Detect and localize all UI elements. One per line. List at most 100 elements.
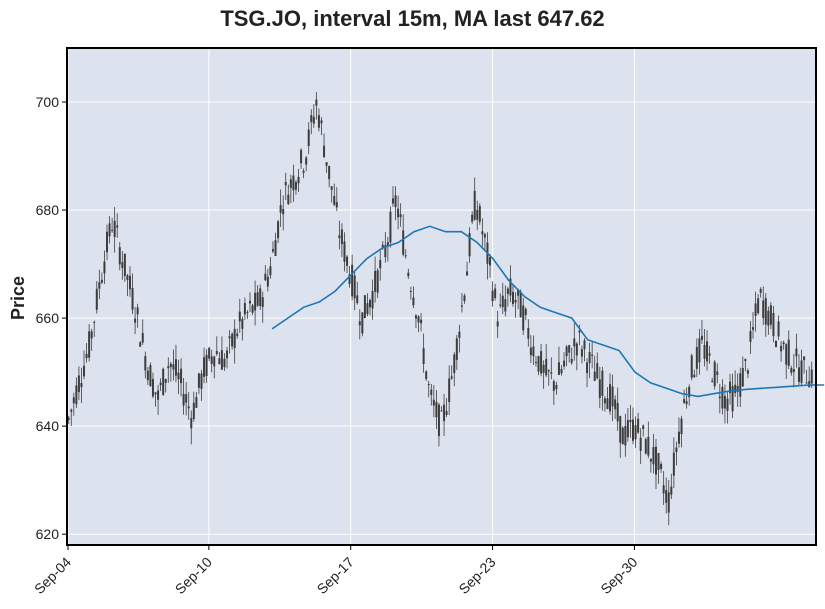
candle-body — [560, 369, 563, 374]
candle-body — [657, 453, 660, 470]
candle-body — [603, 398, 606, 404]
candle-body — [803, 356, 806, 361]
plot-area — [67, 48, 816, 545]
candle-body — [279, 205, 282, 213]
candle-body — [310, 115, 313, 123]
candle-body — [672, 452, 675, 476]
candle-body — [177, 372, 180, 380]
candle-body — [455, 338, 458, 360]
candle-body — [700, 335, 703, 340]
candle-body — [542, 364, 545, 373]
candle-body — [333, 195, 336, 205]
candle-body — [292, 175, 295, 191]
candle-body — [80, 383, 83, 388]
candle-body — [609, 384, 612, 412]
candle-body — [233, 328, 236, 349]
candle-body — [565, 346, 568, 357]
candle-body — [223, 358, 226, 368]
candle-body — [213, 356, 216, 367]
candle-body — [361, 312, 364, 334]
candle-body — [555, 385, 558, 390]
candle-body — [711, 380, 714, 382]
candle-body — [208, 348, 211, 359]
candle-body — [261, 297, 264, 308]
y-tick-label: 660 — [36, 310, 60, 326]
candle-body — [131, 288, 134, 310]
candle-body — [185, 394, 188, 403]
candle-body — [317, 115, 320, 128]
candle-body — [591, 354, 594, 356]
x-tick-label: Sep-17 — [314, 554, 357, 597]
candle-body — [116, 225, 119, 228]
candle-body — [141, 333, 144, 343]
candle-body — [246, 312, 249, 314]
candle-body — [187, 406, 190, 409]
candle-body — [688, 386, 691, 398]
candle-body — [391, 198, 394, 204]
candle-body — [302, 170, 305, 173]
candle-body — [649, 458, 652, 462]
candle-body — [780, 345, 783, 352]
candle-body — [723, 395, 726, 409]
candle-body — [741, 367, 744, 387]
candle-body — [647, 436, 650, 456]
candle-body — [404, 255, 407, 257]
candle-body — [72, 397, 75, 404]
candle-body — [348, 274, 351, 284]
candle-body — [106, 231, 109, 253]
candle-body — [220, 350, 223, 370]
candle-body — [248, 300, 251, 304]
candle-body — [108, 223, 111, 237]
candle-body — [167, 366, 170, 369]
candle-body — [269, 266, 272, 276]
candle-body — [305, 157, 308, 165]
candle-body — [381, 244, 384, 248]
x-tick-label: Sep-04 — [31, 554, 74, 597]
candle-body — [624, 426, 627, 446]
candle-body — [218, 358, 221, 365]
candle-body — [703, 344, 706, 359]
candle-body — [374, 270, 377, 292]
candle-body — [236, 333, 239, 337]
candle-body — [328, 166, 331, 180]
candle-body — [695, 347, 698, 369]
candle-body — [718, 396, 721, 399]
candle-body — [534, 362, 537, 364]
candle-body — [409, 291, 412, 293]
candle-body — [787, 339, 790, 366]
candle-body — [121, 262, 124, 268]
candle-body — [575, 343, 578, 356]
candle-body — [598, 379, 601, 398]
candle-body — [593, 371, 596, 381]
candle-body — [670, 486, 673, 495]
candle-body — [254, 292, 257, 311]
candle-body — [123, 253, 126, 276]
candle-body — [504, 299, 507, 312]
candle-body — [654, 446, 657, 475]
candle-body — [154, 392, 157, 395]
candle-body — [721, 387, 724, 409]
candle-body — [511, 291, 514, 304]
candle-body — [384, 244, 387, 258]
y-axis-ticks: 620 640 660 680 700 — [36, 94, 67, 542]
candle-body — [195, 397, 198, 408]
candle-body — [126, 275, 129, 281]
candle-body — [749, 331, 752, 342]
candle-body — [356, 295, 359, 304]
candle-body — [795, 348, 798, 357]
candle-body — [734, 384, 737, 393]
candle-body — [547, 370, 550, 372]
candle-body — [228, 336, 231, 339]
candle-body — [652, 447, 655, 465]
candle-body — [414, 315, 417, 319]
candle-body — [448, 378, 451, 403]
candle-body — [182, 393, 185, 406]
candle-body — [307, 129, 310, 146]
candle-body — [481, 231, 484, 235]
candle-body — [366, 303, 369, 315]
candle-body — [203, 357, 206, 377]
candle-body — [752, 327, 755, 330]
candle-body — [169, 363, 172, 368]
candle-body — [634, 425, 637, 440]
candle-body — [402, 230, 405, 255]
